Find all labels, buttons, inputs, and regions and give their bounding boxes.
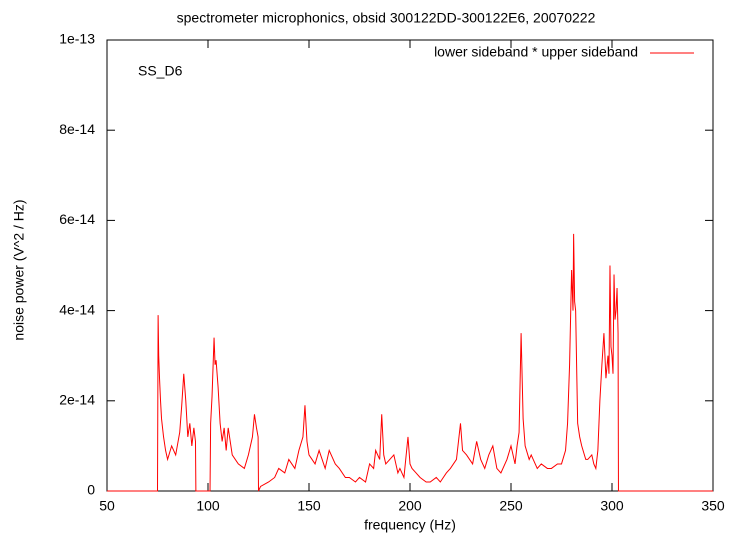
x-axis-label: frequency (Hz) bbox=[364, 517, 456, 533]
y-tick-label: 4e-14 bbox=[59, 301, 95, 317]
annotation: SS_D6 bbox=[138, 63, 183, 79]
data-line bbox=[107, 233, 713, 492]
x-tick-label: 350 bbox=[701, 498, 725, 514]
y-tick-label: 0 bbox=[87, 482, 95, 498]
x-tick-label: 250 bbox=[499, 498, 523, 514]
y-tick-label: 1e-13 bbox=[59, 31, 95, 47]
x-tick-label: 200 bbox=[398, 498, 422, 514]
plot-frame bbox=[106, 39, 714, 492]
legend-label: lower sideband * upper sideband bbox=[434, 44, 638, 60]
x-tick-label: 150 bbox=[297, 498, 321, 514]
chart-title: spectrometer microphonics, obsid 300122D… bbox=[177, 10, 596, 26]
x-tick-label: 50 bbox=[99, 498, 115, 514]
x-tick-label: 100 bbox=[196, 498, 220, 514]
y-axis-label: noise power (V^2 / Hz) bbox=[11, 199, 27, 340]
y-tick-label: 6e-14 bbox=[59, 211, 95, 227]
y-tick-label: 8e-14 bbox=[59, 121, 95, 137]
x-tick-label: 300 bbox=[600, 498, 624, 514]
y-tick-label: 2e-14 bbox=[59, 392, 95, 408]
